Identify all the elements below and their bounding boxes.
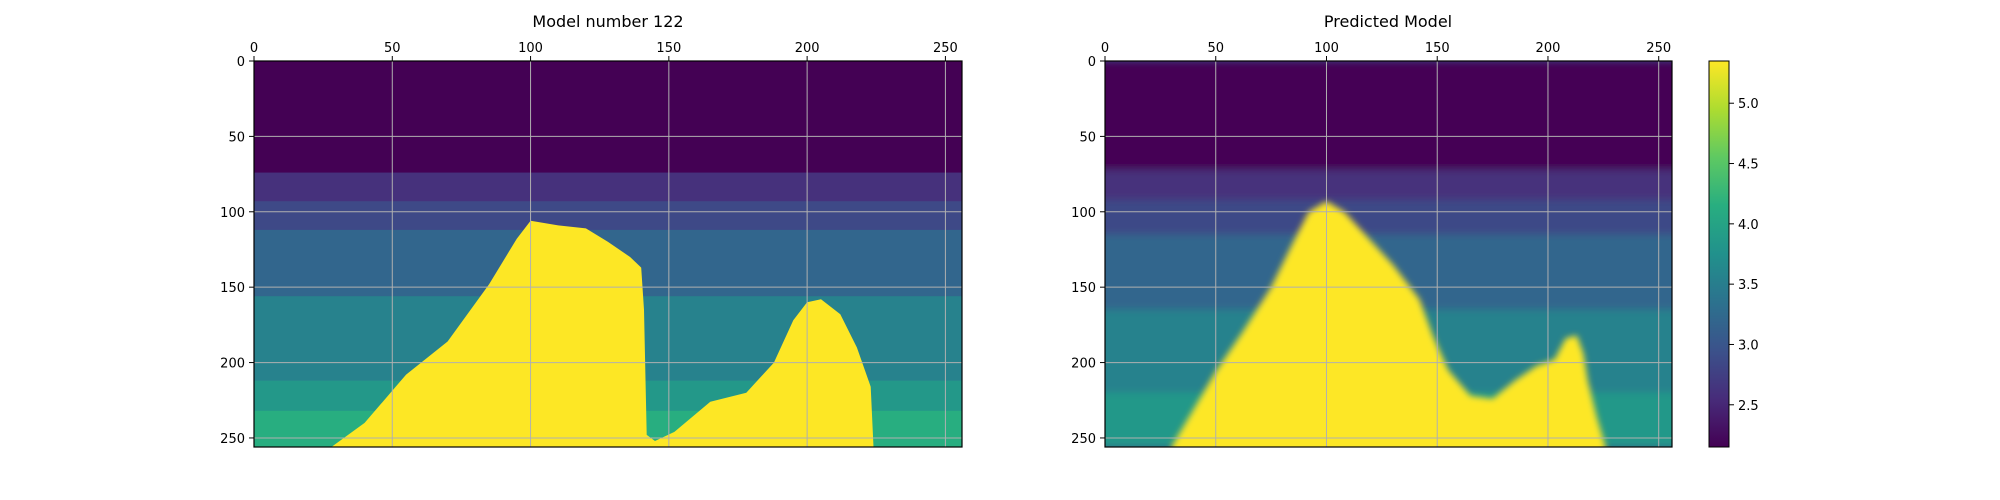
colorbar-ticks: 2.5 3.0 3.5 4.0 4.5 5.0: [1729, 97, 1759, 414]
predicted-grid: [1104, 60, 1672, 447]
model-title: Model number 122: [532, 12, 683, 31]
colorbar-tick-label-2: 3.5: [1738, 278, 1759, 293]
predicted-x-tick-label-0: 0: [1101, 41, 1109, 56]
model-layer-0: [254, 61, 962, 174]
predicted-layer-2: [1105, 199, 1672, 236]
model-y-tick-label-2: 100: [220, 206, 245, 221]
colorbar-tick-label-3: 4.0: [1738, 218, 1759, 233]
model-y-tick-label-5: 250: [220, 432, 245, 447]
model-x-tick-label-3: 150: [656, 41, 681, 56]
model-panel: Model number 122 0 50 100 150 200 250 0 50 100 1…: [220, 12, 963, 448]
model-y-axis: 0 50 100 150 200 250: [220, 55, 254, 447]
predicted-y-tick-label-1: 50: [1079, 130, 1096, 145]
predicted-panel: Predicted Model 0 50 100 150 200 250 0 50 100 15…: [1071, 12, 1673, 448]
model-x-axis: 0 50 100 150 200 250: [250, 41, 958, 61]
model-salt-body: [331, 220, 874, 447]
predicted-x-tick-label-1: 50: [1207, 41, 1224, 56]
model-x-tick-label-2: 100: [518, 41, 543, 56]
predicted-salt-body: [1171, 201, 1606, 447]
model-x-tick-label-1: 50: [384, 41, 401, 56]
colorbar-tick-label-0: 2.5: [1738, 399, 1759, 414]
predicted-x-tick-label-3: 150: [1425, 41, 1450, 56]
predicted-y-tick-label-3: 150: [1071, 281, 1096, 296]
predicted-x-tick-label-4: 200: [1536, 41, 1561, 56]
predicted-title: Predicted Model: [1324, 12, 1452, 31]
model-x-tick-label-5: 250: [933, 41, 958, 56]
predicted-image: [1105, 61, 1672, 447]
predicted-y-tick-label-0: 0: [1088, 55, 1096, 70]
model-x-tick-label-4: 200: [795, 41, 820, 56]
predicted-layer-0: [1105, 61, 1672, 171]
predicted-layer-1: [1105, 169, 1672, 201]
predicted-x-tick-label-2: 100: [1314, 41, 1339, 56]
model-y-tick-label-4: 200: [220, 357, 245, 372]
predicted-x-axis: 0 50 100 150 200 250: [1101, 41, 1671, 61]
colorbar-tick-label-4: 4.5: [1738, 158, 1759, 173]
predicted-y-axis: 0 50 100 150 200 250: [1071, 55, 1105, 447]
model-frame: [253, 60, 963, 448]
model-layer-2: [254, 201, 962, 231]
colorbar-tick-label-5: 5.0: [1738, 97, 1759, 112]
predicted-frame: [1104, 60, 1673, 448]
model-y-tick-label-1: 50: [228, 130, 245, 145]
colorbar-gradient: [1708, 60, 1730, 448]
model-x-tick-label-0: 0: [250, 41, 258, 56]
predicted-y-tick-label-5: 250: [1071, 432, 1096, 447]
predicted-y-tick-label-4: 200: [1071, 357, 1096, 372]
model-y-tick-label-3: 150: [220, 281, 245, 296]
model-y-tick-label-0: 0: [237, 55, 245, 70]
predicted-x-tick-label-5: 250: [1646, 41, 1671, 56]
colorbar: 2.5 3.0 3.5 4.0 4.5 5.0: [1708, 60, 1759, 448]
colorbar-tick-label-1: 3.0: [1738, 338, 1759, 353]
predicted-y-tick-label-2: 100: [1071, 206, 1096, 221]
model-image: [254, 61, 962, 447]
model-layer-1: [254, 172, 962, 203]
